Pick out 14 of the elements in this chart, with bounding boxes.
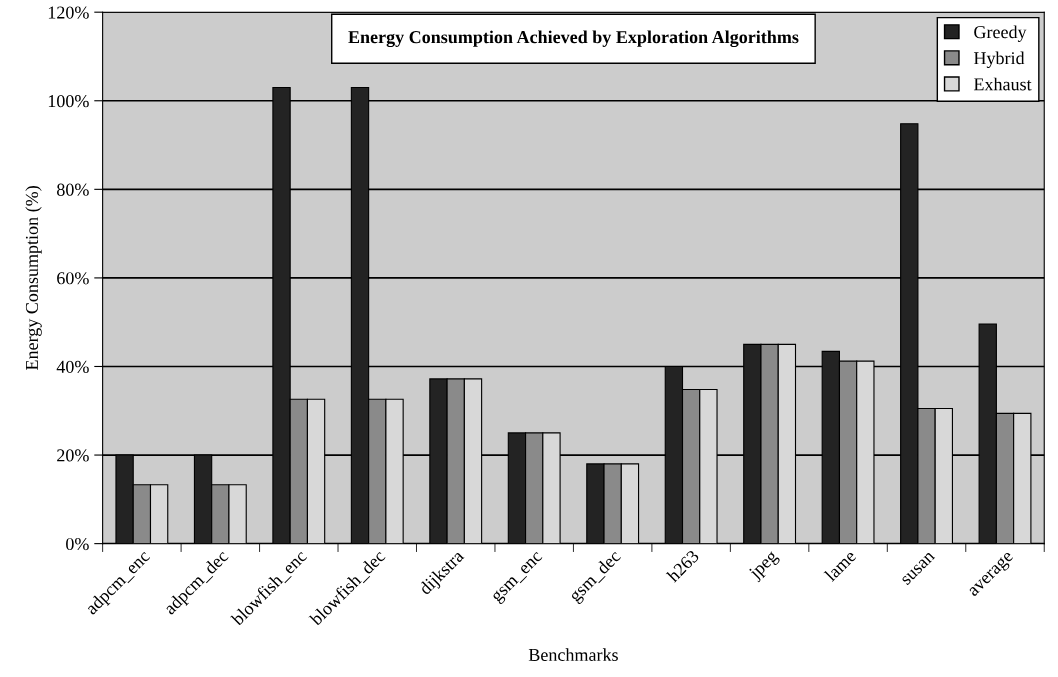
y-tick-label: 80% — [57, 183, 89, 196]
x-axis-title: Benchmarks — [528, 648, 618, 662]
legend-label: Hybrid — [973, 51, 1025, 69]
y-tick-label: 60% — [57, 272, 89, 285]
y-tick-label: 0% — [66, 537, 89, 551]
y-tick-label: 40% — [56, 360, 89, 373]
y-tick-label: 20% — [57, 449, 89, 462]
y-axis-title: Energy Consumption (%) — [25, 186, 42, 370]
y-tick-label: 100% — [48, 95, 89, 108]
x-tick-label: lame — [823, 548, 857, 583]
y-tick-label: 120% — [48, 6, 89, 19]
legend-label: Greedy — [974, 25, 1027, 42]
legend-label: Exhaust — [973, 77, 1032, 91]
text: Energy Consumption Achieved by Exploration Algorithms — [348, 30, 799, 48]
